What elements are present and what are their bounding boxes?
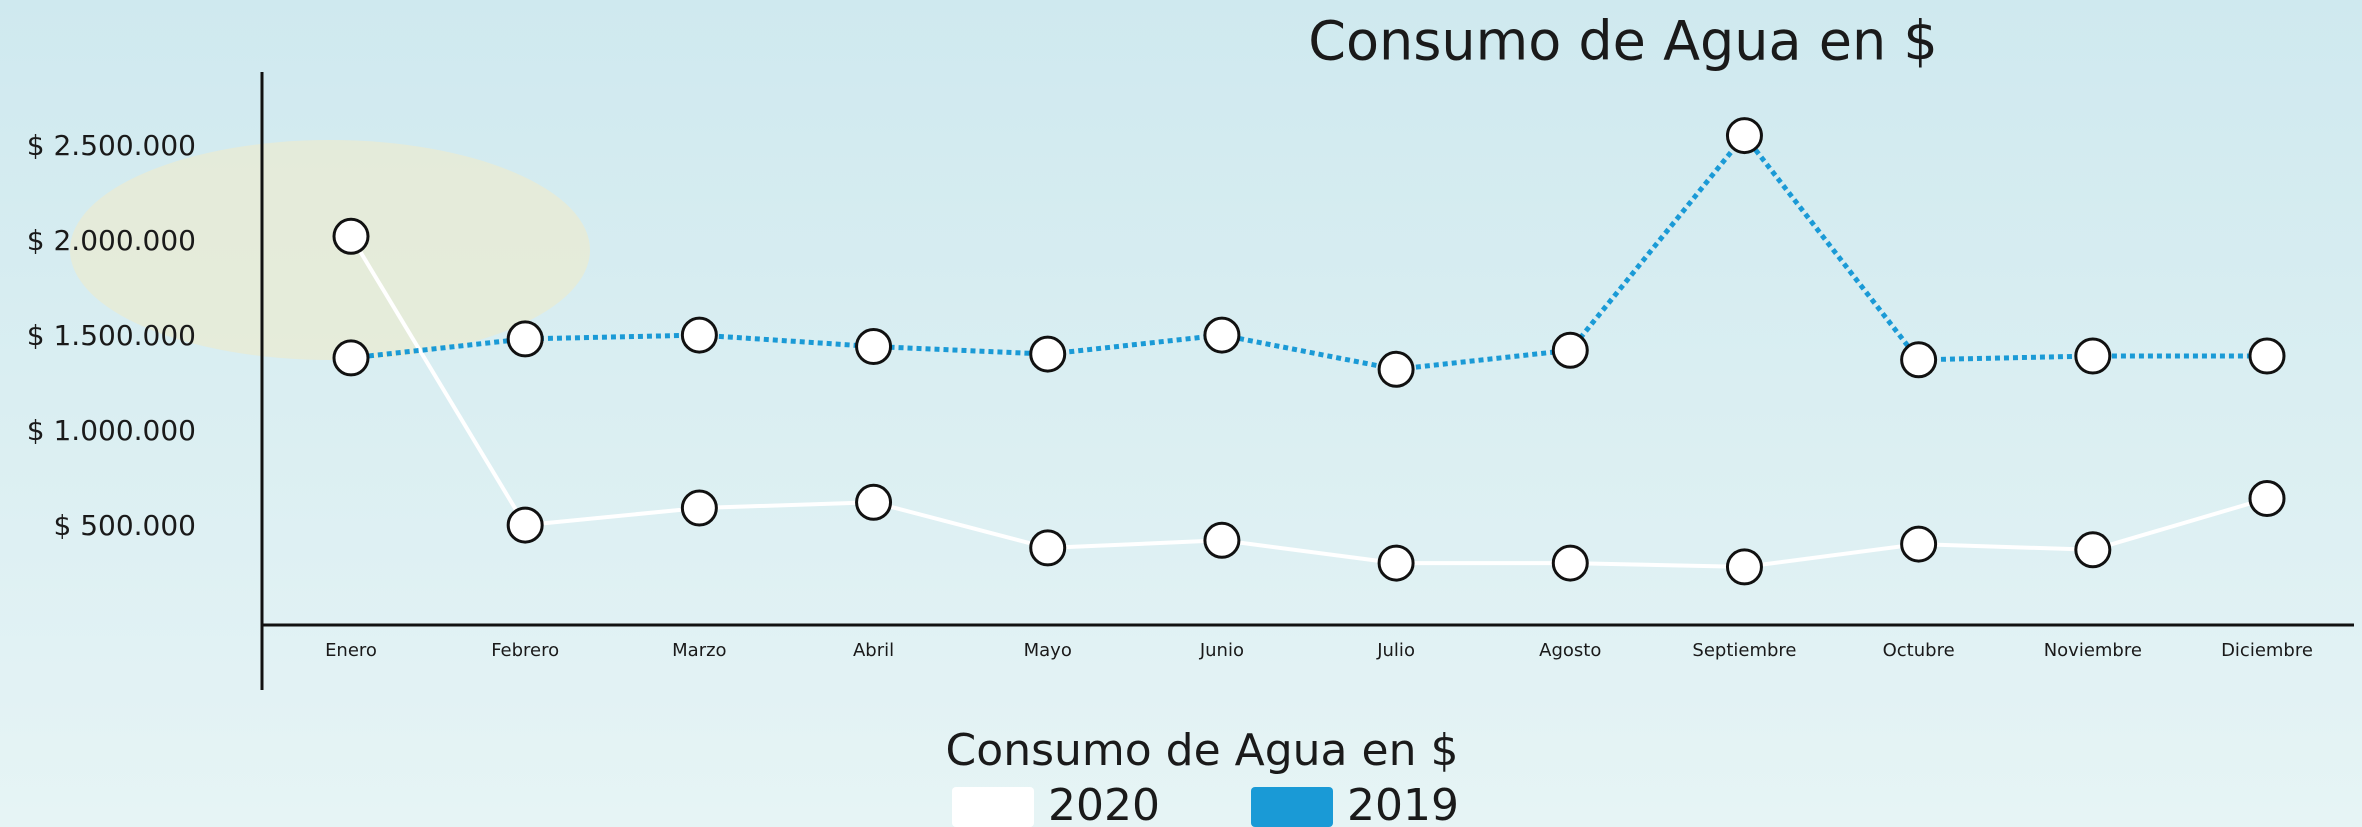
data-point <box>1203 316 1241 354</box>
x-tick-label: Agosto <box>1539 640 1601 661</box>
data-point <box>1551 544 1589 582</box>
series-line <box>350 131 2267 372</box>
legend-label: 2019 <box>1347 780 1459 827</box>
legend-title: Consumo de Agua en $ <box>946 725 1459 776</box>
data-point <box>1377 350 1415 388</box>
data-point <box>2248 337 2286 375</box>
data-point <box>1551 331 1589 369</box>
legend-swatch <box>952 787 1034 827</box>
y-tick-label: $ 500.000 <box>53 509 196 542</box>
x-tick-label: Mayo <box>1024 640 1072 661</box>
data-point <box>855 483 893 521</box>
data-point <box>1900 341 1938 379</box>
data-point <box>506 506 544 544</box>
data-point <box>2074 337 2112 375</box>
data-point <box>680 316 718 354</box>
legend-swatch <box>1251 787 1333 827</box>
data-point <box>1203 521 1241 559</box>
x-tick-label: Septiembre <box>1692 640 1796 661</box>
y-tick-label: $ 1.000.000 <box>27 414 196 447</box>
data-point <box>1029 529 1067 567</box>
data-point <box>1029 335 1067 373</box>
data-point <box>1725 117 1763 155</box>
x-tick-label: Julio <box>1376 640 1415 661</box>
data-point <box>332 217 370 255</box>
y-tick-label: $ 1.500.000 <box>27 319 196 352</box>
x-tick-label: Junio <box>1199 640 1244 661</box>
data-point <box>1377 544 1415 582</box>
y-tick-label: $ 2.000.000 <box>27 224 196 257</box>
cloud-decoration <box>70 140 590 360</box>
y-tick-label: $ 2.500.000 <box>27 129 196 162</box>
chart-title: Consumo de Agua en $ <box>1308 10 1937 73</box>
data-point <box>2248 480 2286 517</box>
data-point <box>680 489 718 527</box>
data-point <box>506 320 544 358</box>
data-point <box>855 328 893 365</box>
data-point <box>2074 531 2112 569</box>
x-tick-label: Diciembre <box>2221 640 2313 661</box>
x-tick-label: Noviembre <box>2044 640 2142 661</box>
data-point <box>1725 548 1763 586</box>
x-tick-label: Abril <box>853 640 894 661</box>
data-point <box>332 339 370 377</box>
x-tick-label: Enero <box>325 640 377 661</box>
x-tick-label: Marzo <box>672 640 726 661</box>
data-point <box>1900 525 1938 563</box>
x-tick-label: Febrero <box>491 640 559 661</box>
series-line <box>349 235 2268 569</box>
legend-label: 2020 <box>1048 780 1160 827</box>
x-tick-label: Octubre <box>1883 640 1955 661</box>
